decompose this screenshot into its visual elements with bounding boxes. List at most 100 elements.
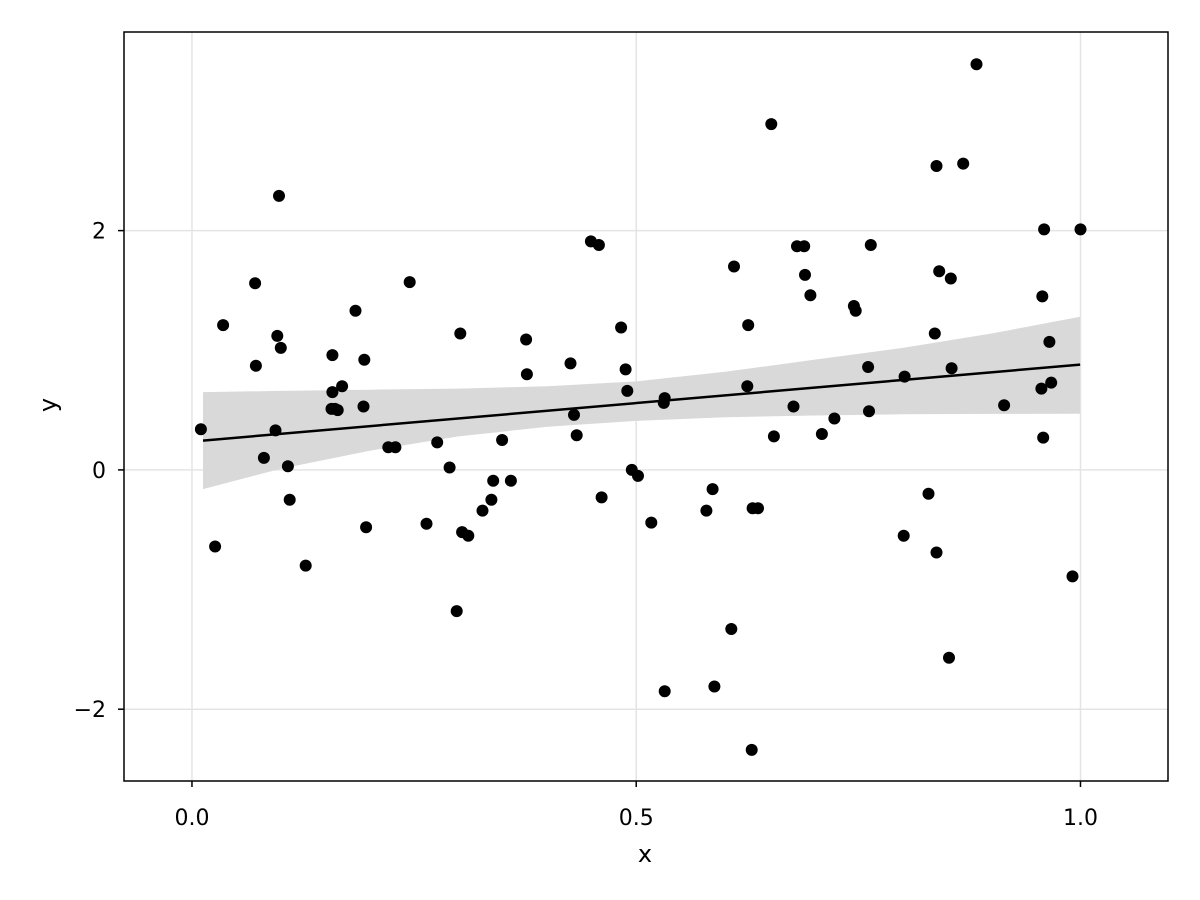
y-tick-label: 0 <box>92 459 106 484</box>
scatter-point <box>728 260 740 273</box>
scatter-point <box>1043 335 1056 348</box>
scatter-point <box>998 399 1011 412</box>
scatter-point <box>274 341 287 354</box>
scatter-point <box>476 504 489 517</box>
scatter-point <box>945 362 958 375</box>
scatter-point <box>745 743 758 756</box>
scatter-point <box>752 502 764 515</box>
scatter-point <box>592 239 605 251</box>
scatter-point <box>765 118 778 131</box>
scatter-point <box>273 189 285 202</box>
scatter-point <box>621 384 634 397</box>
scatter-point <box>658 685 671 698</box>
plot-frame <box>123 31 1169 782</box>
scatter-point <box>485 493 498 506</box>
scatter-point <box>815 428 828 440</box>
x-axis-ticks: 0.0 0.5 1.0 <box>174 781 1098 831</box>
scatter-point <box>454 327 467 340</box>
x-tick-label: 0.0 <box>174 806 209 831</box>
scatter-point <box>1074 223 1087 236</box>
scatter-point <box>358 353 371 366</box>
scatter-point <box>336 380 349 393</box>
scatter-point <box>487 474 500 487</box>
scatter-point <box>349 304 362 317</box>
scatter-point <box>1045 376 1058 389</box>
scatter-point <box>645 516 658 529</box>
scatter-point <box>943 651 955 664</box>
scatter-point <box>257 451 270 464</box>
scatter-point <box>615 321 628 334</box>
x-tick-label: 0.5 <box>619 806 654 831</box>
scatter-point <box>1038 223 1051 236</box>
scatter-point <box>564 357 577 370</box>
data-points <box>194 58 1087 756</box>
grid-lines <box>124 32 1168 781</box>
scatter-point <box>209 540 222 553</box>
scatter-point <box>595 491 608 504</box>
scatter-point <box>326 349 339 362</box>
scatter-point <box>930 546 943 559</box>
fit-line-layer <box>202 363 1081 442</box>
scatter-point <box>271 329 284 342</box>
scatter-point <box>957 157 970 170</box>
scatter-point <box>944 272 957 285</box>
scatter-point <box>798 240 811 253</box>
scatter-point <box>283 493 296 506</box>
scatter-point <box>1066 570 1079 583</box>
y-axis-title: y <box>34 398 62 412</box>
scatter-point <box>1036 290 1049 303</box>
scatter-point <box>420 517 433 530</box>
y-tick-label: 2 <box>92 220 106 245</box>
scatter-point <box>799 268 811 281</box>
x-tick-label: 1.0 <box>1063 806 1098 831</box>
scatter-point <box>725 623 738 635</box>
regression-line <box>202 363 1081 442</box>
scatter-point <box>431 436 444 449</box>
scatter-point <box>658 392 671 405</box>
scatter-point <box>828 412 841 425</box>
scatter-point <box>326 386 339 399</box>
scatter-point <box>443 461 456 474</box>
scatter-point <box>632 469 644 482</box>
scatter-point <box>568 408 580 421</box>
y-tick-label: −2 <box>74 698 106 723</box>
scatter-point <box>863 405 875 418</box>
scatter-point <box>1037 431 1050 444</box>
scatter-point <box>706 483 719 496</box>
scatter-point <box>504 474 517 487</box>
scatter-point <box>741 380 754 393</box>
scatter-point <box>849 304 862 317</box>
scatter-point <box>194 423 207 436</box>
scatter-point <box>619 363 632 376</box>
y-axis-ticks: −2 0 2 <box>74 220 124 723</box>
scatter-point <box>700 504 713 517</box>
scatter-point <box>269 424 282 437</box>
scatter-point <box>742 319 755 332</box>
scatter-point <box>1035 382 1048 395</box>
scatter-point <box>357 400 370 413</box>
scatter-point <box>462 529 475 542</box>
scatter-point <box>970 58 983 71</box>
scatter-point <box>520 368 533 381</box>
scatter-point <box>787 400 800 413</box>
scatter-point <box>862 361 875 373</box>
scatter-point <box>520 333 533 346</box>
scatter-point <box>331 404 344 417</box>
scatter-point <box>928 327 941 340</box>
scatter-point <box>570 429 583 442</box>
scatter-point <box>217 319 230 332</box>
scatter-point <box>389 441 402 454</box>
scatter-point <box>450 605 463 618</box>
scatter-point <box>249 277 262 290</box>
scatter-point <box>804 289 817 302</box>
scatter-point <box>708 680 721 693</box>
scatter-point <box>933 265 946 278</box>
scatter-point <box>403 276 416 289</box>
scatter-point <box>281 460 294 473</box>
scatter-point <box>360 521 373 534</box>
x-axis-title: x <box>638 840 652 868</box>
scatter-point <box>249 359 262 372</box>
scatter-point <box>898 370 911 383</box>
